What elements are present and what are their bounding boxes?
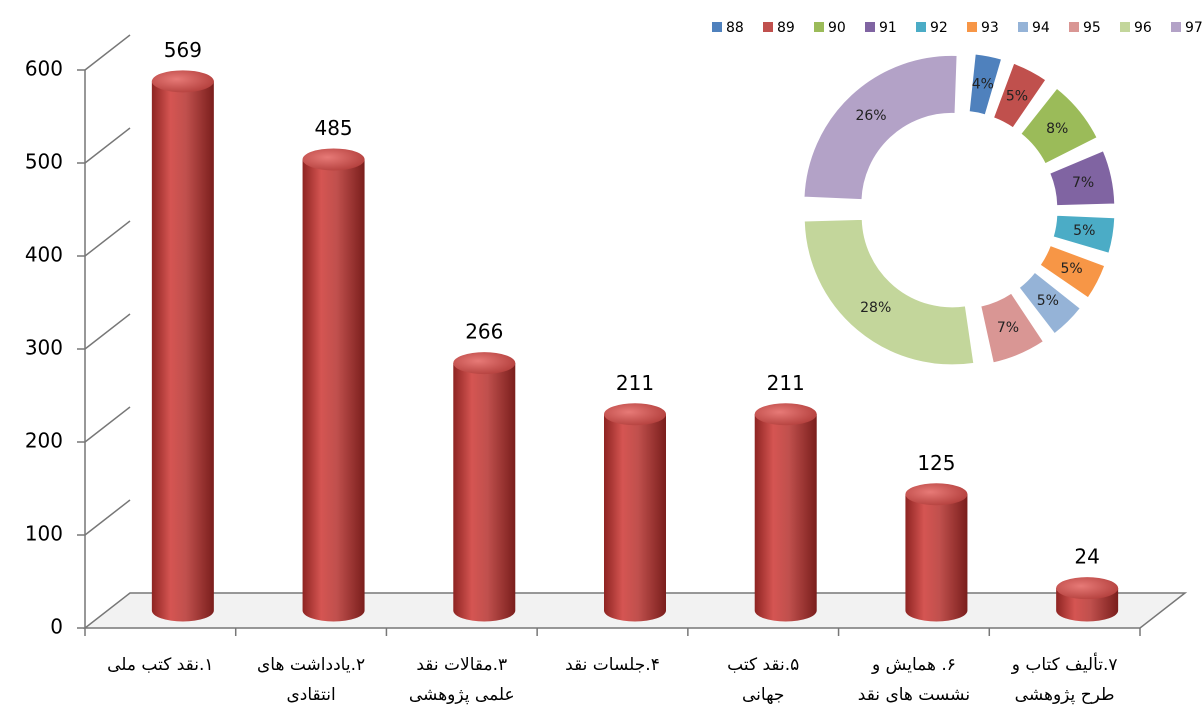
x-tick-label: طرح پژوهشی [1015, 685, 1115, 705]
legend-swatch [712, 22, 722, 32]
slice-label: 7% [1072, 175, 1094, 191]
legend-label: 91 [879, 20, 897, 36]
grid-line [84, 34, 131, 71]
donut-slice [1020, 87, 1098, 165]
x-tick-label: ١.نقد کتب ملی [107, 655, 213, 675]
bar [151, 70, 214, 622]
legend-swatch [814, 22, 824, 32]
slice-label: 26% [855, 108, 886, 124]
y-tick-label: 500 [25, 150, 63, 174]
bar [302, 148, 365, 622]
value-label: 485 [314, 116, 352, 140]
bar-top [754, 403, 817, 426]
bar-top [302, 148, 365, 171]
slice-label: 7% [997, 320, 1019, 336]
legend-swatch [1018, 22, 1028, 32]
legend-swatch [916, 22, 926, 32]
bar [905, 483, 968, 622]
x-tick-label: ٢.یادداشت های [257, 655, 365, 675]
slice-label: 28% [860, 300, 891, 316]
donut-slice [803, 54, 958, 201]
y-tick-label: 200 [25, 429, 63, 453]
grid-line [84, 406, 131, 443]
slice-label: 4% [972, 76, 994, 92]
value-label: 569 [164, 38, 202, 62]
bar-body [754, 414, 817, 622]
donut-slice [980, 292, 1045, 364]
x-tick-label: نشست های نقد [858, 685, 970, 705]
x-tick-label: ۵.نقد کتب [727, 655, 799, 675]
value-label: 211 [767, 371, 805, 395]
donut-slice [1052, 214, 1116, 254]
y-tick-label: 0 [50, 615, 63, 639]
y-tick-label: 600 [25, 57, 63, 81]
legend-label: 92 [930, 20, 948, 36]
value-label: 266 [465, 320, 503, 344]
x-tick-label: ۴.جلسات نقد [565, 655, 660, 675]
bar [604, 403, 666, 622]
bar-body [905, 494, 968, 622]
grid-line [84, 313, 131, 350]
slice-label: 5% [1006, 88, 1028, 104]
slice-label: 5% [1037, 293, 1059, 309]
legend-swatch [1069, 22, 1079, 32]
bar [453, 352, 516, 622]
bar-top [604, 403, 666, 426]
legend-swatch [763, 22, 773, 32]
x-tick-label: ۶. همایش و [871, 655, 956, 675]
slice-label: 5% [1061, 261, 1083, 277]
legend-label: 93 [981, 20, 999, 36]
grid-line [84, 127, 131, 164]
y-tick-label: 400 [25, 243, 63, 267]
bar-body [302, 159, 365, 622]
y-tick-label: 100 [25, 522, 63, 546]
slice-label: 5% [1073, 223, 1095, 239]
bar-body [453, 363, 516, 622]
legend-swatch [1120, 22, 1130, 32]
bar-top [1056, 577, 1119, 600]
donut-slice [803, 218, 975, 366]
legend-label: 95 [1083, 20, 1101, 36]
bar-body [604, 414, 666, 622]
legend-label: 97 [1185, 20, 1203, 36]
x-tick-label: ٣.مقالات نقد [416, 655, 507, 675]
bar [754, 403, 817, 622]
x-tick-label: علمی پژوهشی [409, 685, 515, 705]
slice-label: 8% [1046, 121, 1068, 137]
legend-label: 89 [777, 20, 795, 36]
bar [1056, 577, 1119, 622]
grid-line [84, 499, 131, 536]
donut-slice [1039, 244, 1106, 299]
y-tick-label: 300 [25, 336, 63, 360]
legend-label: 90 [828, 20, 846, 36]
legend-label: 94 [1032, 20, 1050, 36]
value-label: 24 [1074, 545, 1099, 569]
legend-label: 96 [1134, 20, 1152, 36]
x-tick-label: ٧.تألیف کتاب و [1011, 652, 1118, 675]
donut-slice [1018, 271, 1081, 335]
donut-slice [1049, 150, 1116, 207]
legend-swatch [865, 22, 875, 32]
donut-slice [992, 62, 1047, 129]
value-label: 125 [917, 451, 955, 475]
donut-slice [968, 53, 1003, 116]
legend-label: 88 [726, 20, 744, 36]
x-tick-label: جهانی [742, 685, 784, 705]
bar-top [151, 70, 214, 93]
bar-top [453, 352, 516, 375]
bar-top [905, 483, 968, 506]
legend-swatch [967, 22, 977, 32]
bar-body [151, 81, 214, 622]
grid-line [84, 220, 131, 257]
legend-swatch [1171, 22, 1181, 32]
x-tick-label: انتقادی [286, 685, 335, 705]
value-label: 211 [616, 371, 654, 395]
